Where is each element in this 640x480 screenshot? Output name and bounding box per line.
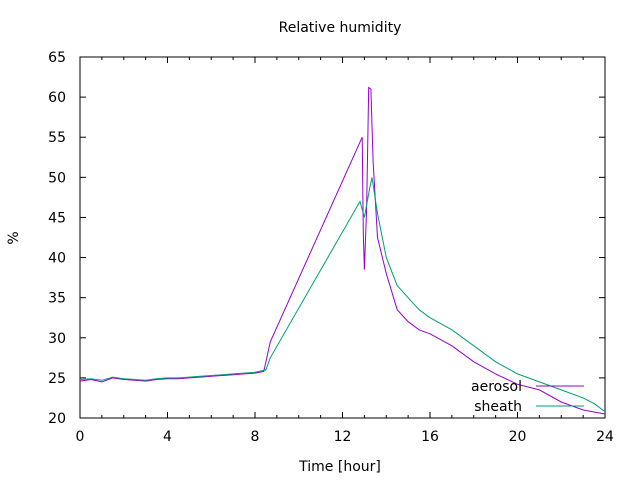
series-line-sheath bbox=[79, 177, 606, 413]
y-tick-label: 65 bbox=[48, 50, 66, 66]
legend: aerosol sheath bbox=[471, 379, 584, 415]
series-line-aerosol bbox=[79, 86, 606, 415]
y-tick-label: 55 bbox=[48, 130, 66, 146]
y-tick-label: 20 bbox=[48, 411, 66, 427]
y-tick-label: 50 bbox=[48, 170, 66, 186]
y-axis-label: % bbox=[6, 231, 22, 244]
plot-frame bbox=[79, 56, 606, 419]
y-tick-label: 60 bbox=[48, 90, 66, 106]
x-axis-label: Time [hour] bbox=[298, 459, 381, 475]
x-tick-label: 0 bbox=[76, 429, 85, 445]
x-tick-label: 4 bbox=[163, 429, 172, 445]
x-tick-label: 12 bbox=[334, 429, 352, 445]
x-tick-label: 20 bbox=[509, 429, 527, 445]
plot-series bbox=[79, 86, 606, 415]
axis-ticks: 0 4 8 12 16 20 24 20 25 30 35 40 45 50 55 60 65 bbox=[48, 50, 614, 445]
x-tick-label: 24 bbox=[596, 429, 614, 445]
x-tick-label: 16 bbox=[421, 429, 439, 445]
x-tick-label: 8 bbox=[251, 429, 260, 445]
y-tick-label: 30 bbox=[48, 331, 66, 347]
chart-title: Relative humidity bbox=[279, 20, 402, 36]
y-tick-label: 35 bbox=[48, 291, 66, 307]
y-tick-label: 45 bbox=[48, 210, 66, 226]
y-tick-label: 40 bbox=[48, 251, 66, 267]
y-tick-label: 25 bbox=[48, 371, 66, 387]
legend-label-sheath: sheath bbox=[474, 399, 522, 415]
legend-label-aerosol: aerosol bbox=[471, 379, 522, 395]
